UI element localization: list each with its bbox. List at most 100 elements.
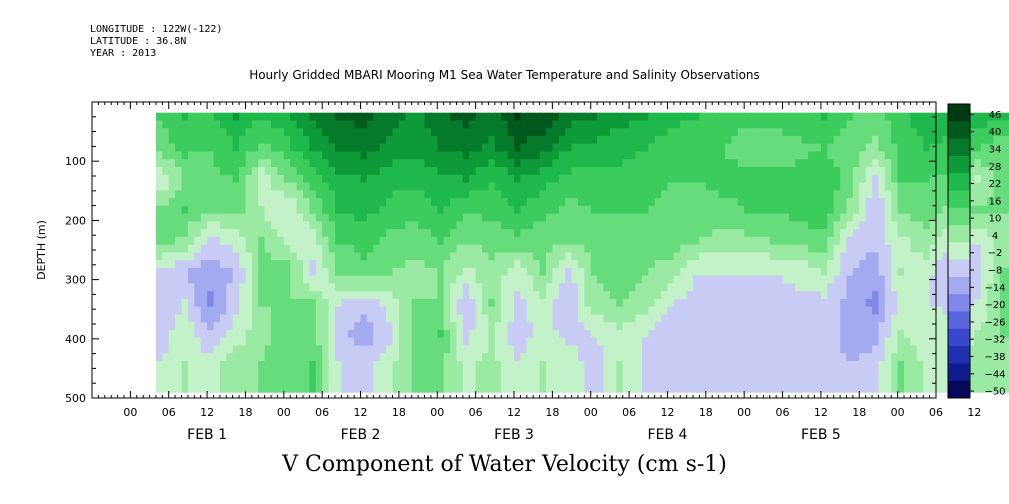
heatmap-cell <box>155 213 163 222</box>
heatmap-cell <box>328 306 336 316</box>
heatmap-cell <box>865 298 873 308</box>
heatmap-cell <box>488 213 496 222</box>
heatmap-cell <box>603 275 611 285</box>
heatmap-cell <box>693 376 700 385</box>
heatmap-cell <box>443 120 451 129</box>
heatmap-cell <box>405 120 413 129</box>
heatmap-cell <box>673 384 681 393</box>
heatmap-cell <box>782 120 790 129</box>
heatmap-cell <box>590 283 598 292</box>
heatmap-cell <box>194 298 202 308</box>
heatmap-cell <box>328 267 336 277</box>
heatmap-cell <box>245 205 253 215</box>
heatmap-cell <box>776 221 784 230</box>
heatmap-cell <box>155 236 163 246</box>
heatmap-cell <box>731 143 739 153</box>
heatmap-cell <box>232 368 240 378</box>
heatmap-cell <box>488 190 496 199</box>
heatmap-cell <box>865 283 873 292</box>
heatmap-cell <box>891 143 899 153</box>
heatmap-cell <box>782 361 790 370</box>
heatmap-cell <box>469 167 477 176</box>
heatmap-cell <box>750 291 758 300</box>
heatmap-cell <box>846 236 854 246</box>
heatmap-cell <box>168 306 176 316</box>
heatmap-cell <box>884 384 892 393</box>
heatmap-cell <box>271 213 278 222</box>
heatmap-cell <box>386 368 394 378</box>
heatmap-cell <box>999 143 1007 153</box>
heatmap-cell <box>987 143 995 153</box>
heatmap-cell <box>232 298 240 308</box>
heatmap-cell <box>603 353 611 362</box>
heatmap-cell <box>910 337 918 347</box>
heatmap-cell <box>558 345 566 354</box>
heatmap-cell <box>872 345 880 354</box>
heatmap-cell <box>795 267 803 277</box>
heatmap-cell <box>667 229 675 238</box>
heatmap-cell <box>251 275 259 285</box>
heatmap-cell <box>488 306 496 316</box>
heatmap-cell <box>360 361 368 370</box>
heatmap-cell <box>309 291 317 300</box>
heatmap-cell <box>801 221 809 230</box>
heatmap-cell <box>744 306 752 316</box>
heatmap-cell <box>814 135 822 145</box>
heatmap-cell <box>411 384 419 393</box>
heatmap-cell <box>622 275 630 285</box>
heatmap-cell <box>680 159 688 168</box>
heatmap-cell <box>923 330 931 339</box>
heatmap-cell <box>424 298 432 308</box>
heatmap-cell <box>725 376 732 385</box>
heatmap-cell <box>245 275 253 285</box>
heatmap-cell <box>846 283 854 292</box>
heatmap-cell <box>603 337 611 347</box>
heatmap-cell <box>187 337 195 347</box>
heatmap-cell <box>501 236 509 246</box>
heatmap-cell <box>673 229 681 238</box>
heatmap-cell <box>366 275 374 285</box>
heatmap-cell <box>187 322 195 331</box>
heatmap-cell <box>271 283 278 292</box>
heatmap-cell <box>878 345 886 354</box>
heatmap-cell <box>776 244 784 253</box>
heatmap-cell <box>629 190 637 199</box>
heatmap-cell <box>181 244 189 253</box>
heatmap-cell <box>200 159 208 168</box>
heatmap-cell <box>558 244 566 253</box>
heatmap-cell <box>239 229 247 238</box>
heatmap-cell <box>168 151 176 160</box>
heatmap-cell <box>386 229 394 238</box>
heatmap-cell <box>283 205 291 215</box>
heatmap-cell <box>207 120 215 129</box>
heatmap-cell <box>546 112 553 122</box>
heatmap-cell <box>712 221 720 230</box>
heatmap-cell <box>437 244 445 253</box>
heatmap-cell <box>859 361 867 370</box>
heatmap-cell <box>814 260 822 269</box>
heatmap-cell <box>258 120 266 129</box>
heatmap-cell <box>258 353 266 362</box>
heatmap-cell <box>392 283 400 292</box>
heatmap-cell <box>731 384 739 393</box>
heatmap-cell <box>239 198 247 207</box>
heatmap-cell <box>859 143 867 153</box>
heatmap-cell <box>424 345 432 354</box>
heatmap-cell <box>980 337 988 347</box>
heatmap-cell <box>546 322 553 331</box>
heatmap-cell <box>923 368 931 378</box>
heatmap-cell <box>629 275 637 285</box>
heatmap-cell <box>226 143 234 153</box>
heatmap-cell <box>974 376 982 385</box>
heatmap-cell <box>552 353 560 362</box>
heatmap-cell <box>290 174 298 184</box>
heatmap-cell <box>999 322 1007 331</box>
heatmap-cell <box>929 252 937 261</box>
heatmap-cell <box>744 151 752 160</box>
heatmap-cell <box>878 135 886 145</box>
heatmap-cell <box>974 190 982 199</box>
heatmap-cell <box>405 337 413 347</box>
heatmap-cell <box>859 120 867 129</box>
heatmap-cell <box>315 128 323 137</box>
heatmap-cell <box>546 143 553 153</box>
